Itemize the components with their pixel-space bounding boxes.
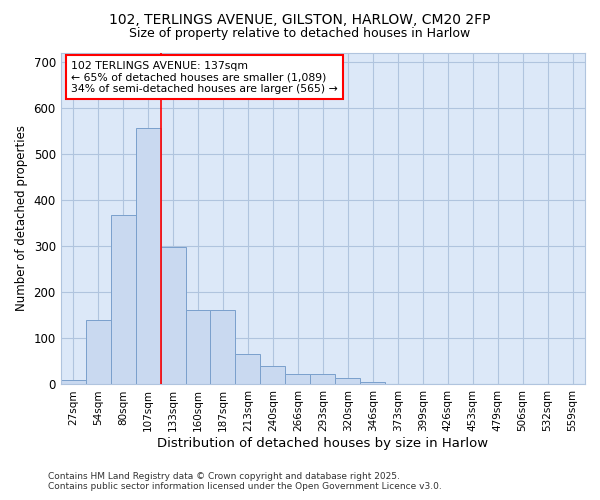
Bar	[185, 310, 211, 384]
Text: 102, TERLINGS AVENUE, GILSTON, HARLOW, CM20 2FP: 102, TERLINGS AVENUE, GILSTON, HARLOW, C…	[109, 12, 491, 26]
Bar	[310, 374, 335, 384]
Bar	[86, 320, 110, 384]
Bar	[161, 247, 185, 384]
Bar	[286, 374, 310, 384]
Bar	[110, 215, 136, 384]
Y-axis label: Number of detached properties: Number of detached properties	[15, 126, 28, 312]
Bar	[360, 382, 385, 384]
Bar	[136, 128, 161, 384]
Bar	[211, 310, 235, 384]
X-axis label: Distribution of detached houses by size in Harlow: Distribution of detached houses by size …	[157, 437, 488, 450]
Bar	[235, 354, 260, 384]
Bar	[61, 380, 86, 384]
Bar	[260, 366, 286, 384]
Text: 102 TERLINGS AVENUE: 137sqm
← 65% of detached houses are smaller (1,089)
34% of : 102 TERLINGS AVENUE: 137sqm ← 65% of det…	[71, 61, 338, 94]
Text: Contains HM Land Registry data © Crown copyright and database right 2025.
Contai: Contains HM Land Registry data © Crown c…	[48, 472, 442, 491]
Bar	[335, 378, 360, 384]
Text: Size of property relative to detached houses in Harlow: Size of property relative to detached ho…	[130, 28, 470, 40]
